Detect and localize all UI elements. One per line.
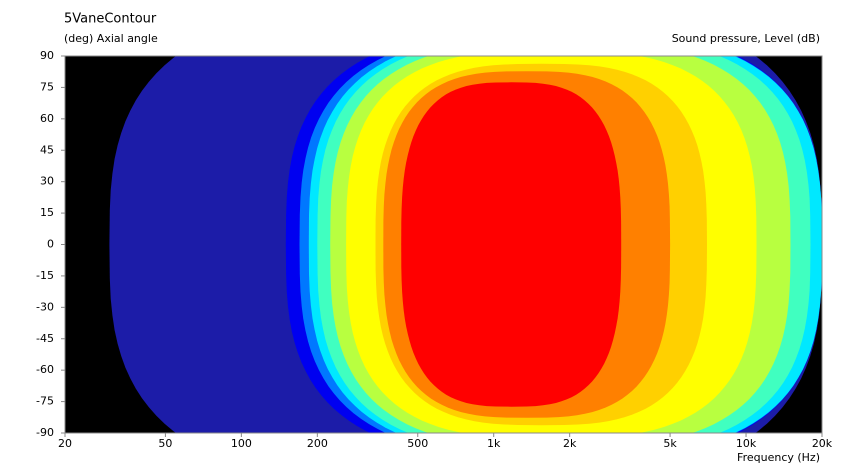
y-tick-label: 45 (40, 143, 54, 156)
x-tick-label: 1k (487, 437, 501, 450)
x-tick-label: 10k (736, 437, 757, 450)
y-tick-label: -30 (36, 300, 54, 313)
y-tick-label: -45 (36, 332, 54, 345)
y-tick-label: 60 (40, 112, 54, 125)
x-tick-label: 100 (231, 437, 252, 450)
y-tick-label: -75 (36, 395, 54, 408)
y-tick-label: 90 (40, 49, 54, 62)
y-tick-label: 30 (40, 175, 54, 188)
contour-group (109, 56, 822, 433)
y-tick-label: -90 (36, 426, 54, 439)
x-tick-label: 500 (407, 437, 428, 450)
x-tick-label: 200 (307, 437, 328, 450)
x-tick-label: 20k (812, 437, 833, 450)
x-axis-label: Frequency (Hz) (737, 451, 820, 464)
x-tick-label: 20 (58, 437, 72, 450)
y-tick-label: 75 (40, 80, 54, 93)
y-tick-label: -15 (36, 269, 54, 282)
chart-title: 5VaneContour (64, 12, 157, 27)
y-tick-label: -60 (36, 363, 54, 376)
y-tick-label: 0 (47, 238, 54, 251)
x-tick-label: 5k (663, 437, 677, 450)
contour-band (401, 82, 622, 407)
x-tick-label: 50 (158, 437, 172, 450)
x-tick-label: 2k (563, 437, 577, 450)
level-label: Sound pressure, Level (dB) (672, 32, 820, 45)
y-tick-label: 15 (40, 206, 54, 219)
y-axis-label: (deg) Axial angle (64, 32, 158, 45)
